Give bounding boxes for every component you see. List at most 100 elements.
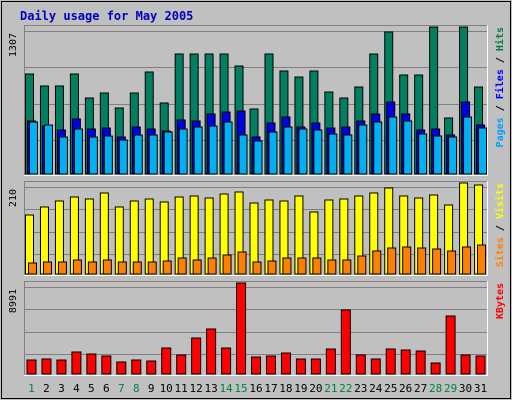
kbytes-legend: KBytes: [495, 283, 506, 319]
day-tick-label: 21: [324, 382, 337, 395]
pages-bar: [463, 116, 473, 175]
sites-bar: [312, 257, 322, 275]
legend-entry-kbytes: KBytes: [495, 283, 506, 319]
kbytes-bar: [206, 328, 217, 375]
day-tick-label: 9: [148, 382, 155, 395]
kbytes-bar: [251, 356, 262, 375]
kbytes-bar: [325, 348, 336, 375]
kbytes-bar: [71, 351, 82, 375]
day-tick-label: 16: [249, 382, 262, 395]
day-tick-label: 15: [234, 382, 247, 395]
day-tick-label: 12: [190, 382, 203, 395]
day-tick-label: 18: [279, 382, 292, 395]
kbytes-ymax-label: 8991: [8, 289, 19, 313]
legend-entry-sites: Sites: [494, 237, 506, 267]
sites-bar: [42, 261, 52, 275]
sites-bar: [117, 261, 127, 275]
kbytes-bar: [26, 359, 37, 375]
day-tick-label: 6: [103, 382, 110, 395]
sites-bar: [147, 261, 157, 275]
sites-bar: [237, 251, 247, 275]
visits-panel: 210 Sites / Visits: [8, 181, 506, 276]
sites-bar: [432, 248, 442, 275]
sites-bar: [447, 250, 457, 275]
pages-bar: [268, 131, 278, 175]
kbytes-bar: [430, 362, 441, 375]
pages-bar: [283, 126, 293, 175]
kbytes-bar: [161, 347, 172, 375]
kbytes-bar: [101, 355, 112, 375]
pages-bar: [298, 128, 308, 175]
visits-legend: Sites / Visits: [494, 183, 506, 267]
day-tick-label: 3: [58, 382, 65, 395]
day-tick-label: 20: [309, 382, 322, 395]
pages-bar: [208, 125, 218, 175]
pages-bar: [388, 116, 398, 175]
usage-ymax-label: 1307: [8, 33, 19, 57]
pages-bar: [88, 136, 98, 175]
pages-bar: [103, 135, 113, 175]
sites-bar: [102, 259, 112, 275]
pages-bar: [418, 133, 428, 175]
day-tick-label: 19: [294, 382, 307, 395]
kbytes-panel: 8991 KBytes: [8, 281, 506, 376]
pages-bar: [58, 136, 68, 175]
pages-bar: [433, 135, 443, 175]
chart-title: Daily usage for May 2005: [20, 9, 193, 23]
day-tick-label: 30: [459, 382, 472, 395]
visits-ymax-label: 210: [8, 189, 19, 207]
pages-bar: [478, 127, 488, 175]
sites-bar: [222, 254, 232, 275]
sites-bar: [162, 260, 172, 275]
pages-bar: [238, 134, 248, 175]
kbytes-bar: [400, 349, 411, 375]
pages-bar: [29, 121, 38, 175]
kbytes-bar: [295, 358, 306, 375]
kbytes-bar: [236, 282, 247, 375]
kbytes-bar: [221, 347, 232, 375]
day-tick-label: 29: [444, 382, 457, 395]
kbytes-bar: [280, 352, 291, 375]
sites-bar: [477, 244, 487, 275]
usage-legend: Pages / Files / Hits: [494, 27, 506, 147]
kbytes-bar: [340, 309, 351, 375]
pages-bar: [253, 140, 263, 175]
pages-bar: [73, 128, 83, 175]
day-tick-label: 25: [384, 382, 397, 395]
day-tick-label: 2: [43, 382, 50, 395]
kbytes-bar: [310, 358, 321, 375]
kbytes-bar: [176, 354, 187, 375]
pages-bar: [118, 139, 128, 175]
kbytes-bar: [415, 350, 426, 375]
pages-bar: [163, 131, 173, 175]
kbytes-bar: [131, 359, 142, 375]
pages-bar: [223, 121, 233, 175]
sites-bar: [372, 250, 382, 275]
usage-panel: 1307 Pages / Files / Hits: [8, 25, 506, 176]
kbytes-bar: [385, 348, 396, 375]
sites-bar: [327, 259, 337, 275]
kbytes-bar: [191, 337, 202, 375]
pages-bar: [193, 126, 203, 175]
sites-bar: [192, 259, 202, 275]
pages-bar: [403, 120, 413, 175]
legend-entry-files: Files: [494, 69, 506, 99]
day-tick-label: 11: [175, 382, 188, 395]
pages-bar: [343, 134, 353, 175]
pages-bar: [448, 136, 458, 175]
pages-bar: [43, 124, 53, 175]
day-tick-label: 24: [369, 382, 383, 395]
sites-bar: [87, 261, 97, 275]
sites-bar: [417, 247, 427, 275]
pages-bar: [313, 129, 323, 175]
kbytes-bar: [146, 360, 157, 375]
kbytes-bar: [355, 354, 366, 375]
legend-separator: /: [495, 99, 506, 117]
sites-bar: [177, 257, 187, 275]
kbytes-bar: [116, 361, 127, 375]
kbytes-bar: [370, 358, 381, 375]
kbytes-bar: [475, 355, 486, 375]
sites-bar: [342, 259, 352, 275]
